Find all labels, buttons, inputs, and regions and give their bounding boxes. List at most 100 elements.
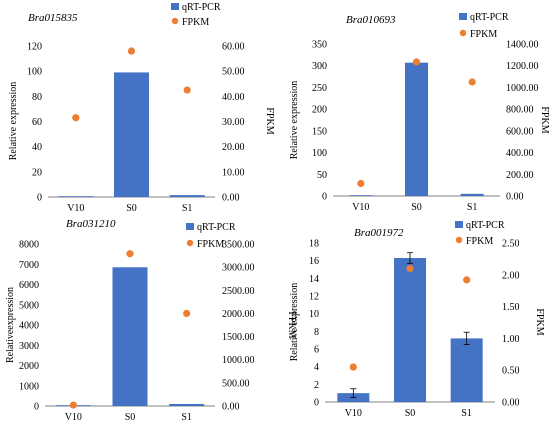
panel-1-ytick-label: 40 [32,142,42,153]
panel-1-ytick-label: 120 [27,42,42,53]
panel-1-fpkm-point-v10 [72,114,80,122]
panel-3-ytick-label: 2000 [19,361,39,372]
panel-1-ytick-label: 20 [32,167,42,178]
panel-1-y2tick-label: 60.00 [222,42,245,53]
panel-2-legend-point-label: FPKM [470,29,497,40]
panel-3-xtick-label: S0 [125,412,136,423]
panel-2-y2tick-label: 800.00 [506,105,534,116]
panel-3-title: Bra031210 [66,218,116,230]
panel-2-ytick-label: 350 [312,40,327,51]
panel-1-y2label: FPKM [264,107,275,134]
panel-3-y2tick-label: 500.00 [222,378,250,389]
panel-4-bar-s1 [450,338,483,402]
panel-2-fpkm-point-s0 [412,58,421,66]
panel-2-xtick-label: S1 [467,202,478,213]
panel-1-bar-v10 [58,196,94,197]
panel-3-bar-s1 [169,403,205,406]
panel-1-ytick-label: 80 [32,92,42,103]
panel-4-ylabel: Relative expression [289,283,300,362]
panel-4-ytick-label: 18 [309,239,319,250]
panel-1-xtick-label: S0 [126,203,137,214]
panel-3-legend-bar-label: qRT-PCR [197,222,236,233]
panel-2-legend-bar-label: qRT-PCR [470,12,509,23]
panel-4-y2tick-label: 2.50 [502,239,520,250]
panel-1-legend-bar-label: qRT-PCR [182,2,221,13]
panel-4-y2label: FPKM [534,308,545,335]
panel-1-y2tick-label: 10.00 [222,167,245,178]
panel-4-ytick-label: 8 [314,327,319,338]
panel-3-bar-s0 [112,267,148,406]
panel-4: Bra001972 qRT-PCR FPKM Relative expressi… [289,220,545,419]
panel-2-title: Bra010693 [346,14,396,26]
panel-4-xtick-label: V10 [345,408,362,419]
panel-2-y2tick-label: 1200.00 [506,61,539,72]
panel-1: Bra015835 qRT-PCR FPKM Relative expressi… [8,2,275,214]
panel-4-legend-point-swatch [455,236,463,244]
panel-2-y2tick-label: 200.00 [506,170,534,181]
panel-3-y2tick-label: 3000.00 [222,263,255,274]
panel-4-xtick-label: S0 [405,408,416,419]
panel-4-y2tick-label: 2.00 [502,270,520,281]
panel-1-y2tick-label: 0.00 [222,193,240,204]
panel-1-ytick-label: 60 [32,117,42,128]
panel-3-ylabel: Relativeexpression [5,287,16,363]
panel-2-legend-point-swatch [459,29,467,37]
panel-3-ytick-label: 0 [34,402,39,413]
panel-3-y2tick-label: 2000.00 [222,309,255,320]
panel-3-y2tick-label: 1500.00 [222,332,255,343]
panel-4-ytick-label: 14 [309,274,319,285]
panel-1-legend-bar-swatch [171,3,179,10]
panel-3-y2tick-label: 2500.00 [222,286,255,297]
panel-4-ytick-label: 16 [309,256,319,267]
panel-3-ytick-label: 6000 [19,280,39,291]
panel-2-ytick-label: 100 [312,148,327,159]
panel-3-ytick-label: 1000 [19,381,39,392]
panel-3-ytick-label: 7000 [19,260,39,271]
panel-1-title: Bra015835 [28,12,78,24]
panel-4-ytick-label: 10 [309,309,319,320]
panel-2-ytick-label: 200 [312,105,327,116]
panel-4-legend-bar-swatch [455,221,463,228]
panel-1-fpkm-point-s1 [183,86,191,94]
panel-4-fpkm-point-v10 [349,363,357,371]
panel-4-y2tick-label: 0.00 [502,398,520,409]
panel-1-y2tick-label: 20.00 [222,142,245,153]
panel-2-xtick-label: V10 [352,202,369,213]
panel-2-ytick-label: 50 [317,170,327,181]
panel-4-ytick-label: 0 [314,398,319,409]
panel-1-bar-s0 [114,72,149,197]
panel-1-ytick-label: 0 [37,193,42,204]
panel-1-legend-point-label: FPKM [182,17,209,28]
panel-4-ytick-label: 4 [314,362,319,373]
panel-1-fpkm-point-s0 [127,47,136,55]
panel-1-y2tick-label: 40.00 [222,92,245,103]
panel-2-y2tick-label: 400.00 [506,148,534,159]
panel-1-ytick-label: 100 [27,67,42,78]
panel-1-xtick-label: V10 [67,203,84,214]
panel-1-legend-point-swatch [171,17,179,25]
panel-3-legend-bar-swatch [186,223,194,230]
panel-4-xtick-label: S1 [461,408,472,419]
panel-2-fpkm-point-v10 [357,179,365,188]
panel-2-bar-s1 [460,193,484,196]
panel-4-legend-point-label: FPKM [466,236,493,247]
panel-2-y2tick-label: 0.00 [506,192,524,203]
panel-3-ytick-label: 3000 [19,341,39,352]
panel-2-y2label: FPKM [539,106,550,133]
panel-2-xtick-label: S0 [411,202,422,213]
panel-2: Bra010693 qRT-PCR FPKM Relative expressi… [289,12,550,213]
panel-3-legend-point-swatch [186,239,194,247]
panel-4-fpkm-point-s1 [463,276,471,284]
panel-2-ytick-label: 150 [312,126,327,137]
panel-3-ytick-label: 5000 [19,300,39,311]
panel-1-y2tick-label: 30.00 [222,117,245,128]
panel-3: Bra031210 qRT-PCR FPKM Relativeexpressio… [5,218,297,423]
panel-1-y2tick-label: 50.00 [222,67,245,78]
panel-4-fpkm-point-s0 [406,264,414,273]
panel-2-ytick-label: 300 [312,61,327,72]
panel-2-y2tick-label: 1400.00 [506,40,539,51]
panel-3-y2tick-label: 0.00 [222,402,240,413]
panel-4-title: Bra001972 [354,227,404,239]
panel-3-legend-point-label: FPKM [197,239,224,250]
